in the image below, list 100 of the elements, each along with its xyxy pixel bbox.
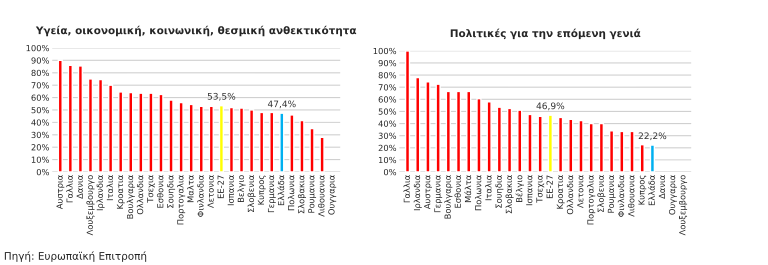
x-tick-label: Ρουμανια	[608, 175, 616, 213]
bar	[128, 92, 134, 172]
y-tick-label: 20%	[378, 144, 396, 152]
x-tick-label: Γερμανια	[268, 175, 276, 212]
x-tick-label: Βελγιο	[238, 175, 246, 202]
y-tick-label: 70%	[378, 84, 396, 90]
x-tick-label: Βέλγιο	[516, 175, 524, 202]
bar	[548, 114, 554, 172]
x-tick-label: Λετονια	[577, 175, 584, 208]
x-tick-label: Κυπρος	[638, 176, 646, 205]
bar	[259, 112, 264, 172]
bar	[279, 112, 284, 172]
x-tick-label: Σλοβακια	[506, 175, 514, 214]
bar	[578, 120, 584, 172]
chart-title: Υγεία, οικονομική, κοινωνική, θεσμική ανθεκτικότητα	[36, 26, 356, 36]
bar	[619, 130, 624, 172]
bar	[269, 112, 274, 172]
x-tick-label: Σουηδια	[167, 175, 176, 208]
bar	[558, 116, 564, 172]
x-tick-label: Λιθουανια	[318, 175, 325, 217]
x-tick-label: Κυπρος	[258, 176, 266, 205]
bar	[608, 130, 614, 172]
y-tick-label: 60%	[378, 96, 396, 103]
y-tick-label: 30%	[378, 132, 396, 139]
x-tick-label: Μαλτα	[187, 175, 194, 202]
y-tick-label: 0%	[36, 168, 49, 176]
y-tick-label: 40%	[378, 120, 396, 127]
x-tick-label: Πορτογαλια	[177, 175, 186, 224]
y-tick-label: 90%	[31, 57, 49, 64]
bar	[228, 106, 234, 172]
data-label: 53,5%	[208, 92, 236, 101]
y-tick-label: 80%	[378, 72, 396, 78]
x-tick-label: Ιταλια	[485, 175, 492, 200]
y-tick-label: 80%	[31, 70, 49, 76]
x-tick-label: Γερμανια	[434, 175, 442, 212]
x-tick-label: ΕΕ-27	[218, 175, 224, 198]
y-tick-label: 10%	[378, 156, 396, 164]
bar	[568, 118, 574, 172]
y-tick-label: 0%	[384, 168, 396, 176]
bar	[640, 144, 645, 172]
bar	[208, 106, 214, 172]
x-tick-label: Λετονια	[208, 175, 214, 208]
bar	[218, 104, 224, 172]
bar	[198, 106, 204, 172]
bar	[425, 81, 431, 172]
y-tick-label: 20%	[32, 144, 49, 150]
bar	[178, 102, 184, 172]
y-tick-label: 10%	[32, 156, 49, 163]
bar	[506, 108, 512, 172]
x-tick-label: Δανια	[76, 175, 83, 199]
x-tick-label: Μάλτα	[464, 175, 472, 202]
bar	[299, 120, 305, 172]
bar	[68, 64, 73, 172]
x-tick-label: Ιταλια	[106, 175, 114, 200]
bar	[476, 98, 482, 172]
x-tick-label: Λιθουανια	[628, 175, 634, 217]
x-tick-label: Ουγγαρια	[668, 175, 677, 215]
x-tick-label: Βουλγαρια	[126, 175, 135, 219]
bar	[446, 90, 451, 172]
x-tick-label: Εσθονια	[454, 175, 461, 208]
bar	[598, 122, 604, 172]
x-tick-label: Αυστρια	[424, 175, 432, 210]
x-tick-label: Ισπανια	[526, 175, 532, 206]
x-tick-label: Γαλλια	[403, 175, 410, 202]
y-tick-label: 50%	[378, 108, 396, 115]
bar	[289, 114, 294, 172]
x-tick-label: Τσεχια	[147, 175, 155, 203]
x-tick-label: Δανια	[658, 175, 666, 199]
bar	[486, 101, 492, 172]
y-tick-label: 40%	[31, 119, 49, 126]
bar	[118, 91, 124, 172]
bar	[415, 76, 420, 172]
bar	[249, 109, 254, 172]
x-tick-label: ΕΕ-27	[546, 175, 553, 198]
bar	[538, 116, 543, 172]
x-tick-label: Ιρλανδια	[96, 175, 105, 210]
bar	[88, 78, 94, 172]
bar	[98, 78, 104, 172]
bar	[309, 128, 315, 172]
bar	[436, 83, 441, 172]
x-tick-label: Ρουμανια	[308, 175, 316, 213]
bar	[588, 122, 594, 172]
bar	[108, 84, 114, 172]
bar	[148, 92, 154, 172]
x-tick-label: Φινλανδια	[197, 175, 204, 217]
bar	[456, 90, 462, 172]
x-tick-label: Ισπανια	[228, 175, 234, 206]
bar	[188, 104, 194, 172]
y-tick-label: 100%	[26, 44, 49, 52]
bar	[629, 130, 635, 172]
x-tick-label: Φινλανδια	[618, 175, 624, 217]
bar	[238, 107, 244, 172]
x-tick-label: Σλοβενια	[597, 175, 606, 212]
x-tick-label: Σλοβενια	[248, 175, 256, 212]
x-tick-label: Πορτογαλια	[587, 175, 596, 224]
bar	[404, 50, 410, 172]
x-tick-label: Σουηδια	[495, 175, 504, 208]
bar	[78, 65, 84, 172]
x-tick-label: Γαλλια	[66, 175, 73, 202]
data-label: 46,9%	[536, 102, 564, 110]
